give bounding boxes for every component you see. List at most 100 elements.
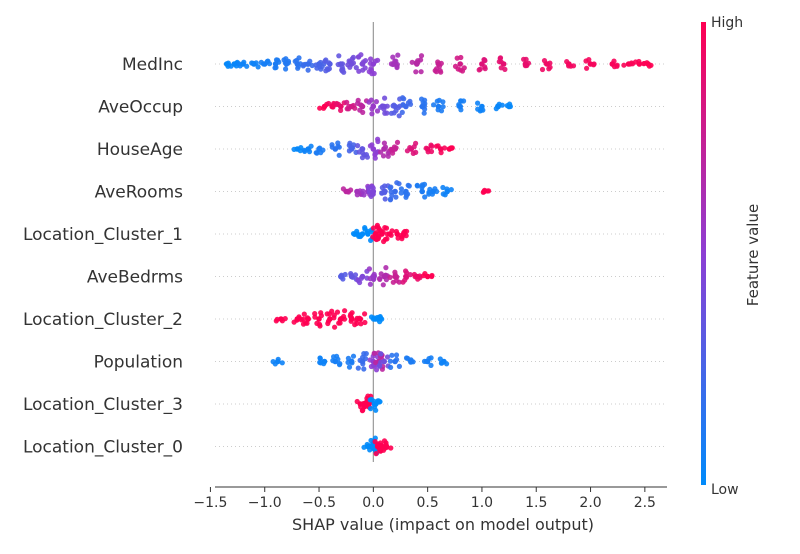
feature-label: HouseAge xyxy=(97,140,183,160)
shap-point xyxy=(378,351,384,357)
shap-point xyxy=(457,61,464,67)
shap-point xyxy=(394,139,401,145)
shap-point xyxy=(389,192,395,198)
shap-point xyxy=(392,103,398,110)
shap-point xyxy=(368,56,374,62)
shap-point xyxy=(348,316,355,322)
shap-point xyxy=(414,182,420,188)
shap-point xyxy=(539,66,546,73)
shap-point xyxy=(419,96,425,102)
shap-point xyxy=(355,143,361,149)
shap-point xyxy=(413,69,419,75)
shap-point xyxy=(481,188,487,195)
shap-point xyxy=(373,451,379,457)
shap-point xyxy=(370,443,377,450)
feature-label: AveOccup xyxy=(98,98,183,118)
shap-point xyxy=(382,196,388,202)
shap-point xyxy=(344,99,350,105)
shap-point xyxy=(348,273,355,280)
shap-point xyxy=(477,66,483,72)
shap-point xyxy=(418,69,424,75)
shap-point xyxy=(400,95,406,101)
feature-label: MedInc xyxy=(122,55,183,75)
shap-point xyxy=(316,316,322,322)
shap-point xyxy=(403,273,409,280)
shap-point xyxy=(428,355,434,361)
shap-point xyxy=(396,363,402,369)
shap-point xyxy=(371,350,377,356)
shap-point xyxy=(355,97,361,103)
shap-point xyxy=(372,150,378,157)
shap-point xyxy=(434,98,440,104)
shap-point xyxy=(389,352,395,358)
shap-point xyxy=(406,183,412,189)
colorbar-low-label: Low xyxy=(711,482,739,498)
shap-point xyxy=(587,61,594,67)
shap-point xyxy=(281,57,287,63)
shap-point xyxy=(251,61,257,67)
shap-point xyxy=(392,358,398,365)
shap-point xyxy=(364,154,370,160)
shap-point xyxy=(365,231,371,237)
shap-point xyxy=(356,68,362,74)
shap-point xyxy=(314,320,320,326)
shap-point xyxy=(370,61,377,67)
shap-point xyxy=(369,111,375,117)
shap-point xyxy=(440,104,446,110)
shap-point xyxy=(367,281,373,287)
shap-point xyxy=(414,61,420,67)
shap-point xyxy=(338,103,344,110)
shap-point xyxy=(346,364,353,370)
shap-point xyxy=(275,358,281,365)
feature-label: Population xyxy=(94,353,183,373)
shap-point xyxy=(368,67,374,73)
shap-point xyxy=(338,107,344,113)
shap-point xyxy=(348,358,355,365)
shap-point xyxy=(394,231,401,237)
shap-point xyxy=(614,62,620,68)
shap-point xyxy=(380,282,386,288)
shap-point xyxy=(367,447,373,453)
shap-point xyxy=(586,57,592,63)
shap-point xyxy=(377,363,383,369)
shap-point xyxy=(390,54,396,60)
shap-point xyxy=(609,61,616,67)
shap-point xyxy=(400,231,407,237)
shap-point xyxy=(405,355,411,361)
shap-point xyxy=(419,188,426,195)
feature-row-guides xyxy=(215,63,667,447)
shap-point xyxy=(384,110,390,116)
shap-point xyxy=(317,105,323,111)
shap-point xyxy=(366,185,372,191)
shap-point xyxy=(378,442,385,448)
shap-point xyxy=(409,59,415,65)
shap-point xyxy=(359,155,366,161)
shap-point xyxy=(362,65,368,71)
shap-point xyxy=(332,146,339,152)
shap-point xyxy=(361,366,367,372)
shap-point xyxy=(312,311,318,317)
shap-point xyxy=(338,61,344,67)
x-tick-label: 2.0 xyxy=(579,495,601,511)
shap-point xyxy=(457,103,464,110)
shap-point xyxy=(584,65,590,71)
shap-point xyxy=(294,316,301,322)
shap-point xyxy=(479,103,485,110)
shap-point xyxy=(375,57,381,63)
shap-point xyxy=(223,61,230,67)
shap-point xyxy=(305,67,311,73)
shap-point xyxy=(370,188,377,195)
shap-point xyxy=(522,61,529,67)
shap-point xyxy=(339,68,345,74)
shap-point xyxy=(388,110,394,116)
shap-point xyxy=(334,309,341,315)
shap-point xyxy=(386,231,393,237)
shap-point xyxy=(422,194,428,200)
shap-point xyxy=(374,108,381,114)
shap-point xyxy=(521,56,527,62)
shap-point xyxy=(240,61,246,67)
shap-point xyxy=(437,146,444,152)
shap-point xyxy=(426,191,432,197)
shap-point xyxy=(279,360,285,366)
shap-point xyxy=(355,277,361,284)
